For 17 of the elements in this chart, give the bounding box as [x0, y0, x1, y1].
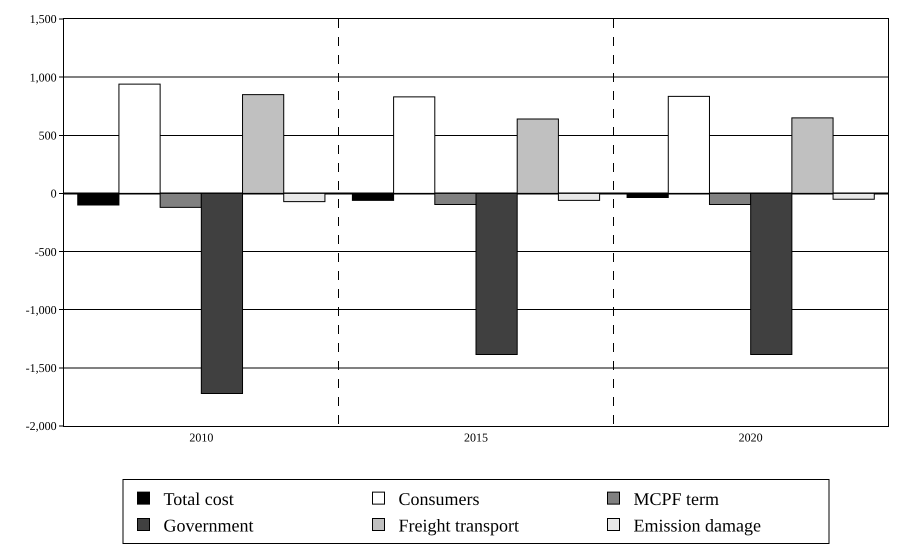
x-tick-label: 2015	[464, 430, 488, 444]
y-tick-label: -500	[34, 244, 57, 259]
legend-label: Government	[164, 516, 254, 536]
y-tick-label: -1,000	[26, 302, 57, 317]
legend-label: Total cost	[164, 489, 234, 510]
y-tick-label: -2,000	[26, 419, 57, 434]
y-tick-label: 1,500	[30, 12, 57, 26]
y-tick-label: 500	[38, 128, 57, 142]
y-tick-label: 0	[50, 186, 57, 201]
x-tick-label: 2010	[189, 430, 214, 444]
x-tick-label: 2020	[738, 430, 763, 444]
legend-label: Consumers	[398, 489, 480, 510]
legend-label: MCPF term	[634, 489, 720, 510]
legend-label: Emission damage	[634, 516, 761, 536]
legend-label: Freight transport	[398, 516, 519, 536]
y-tick-label: -1,500	[26, 361, 57, 376]
y-tick-label: 1,000	[30, 70, 57, 84]
